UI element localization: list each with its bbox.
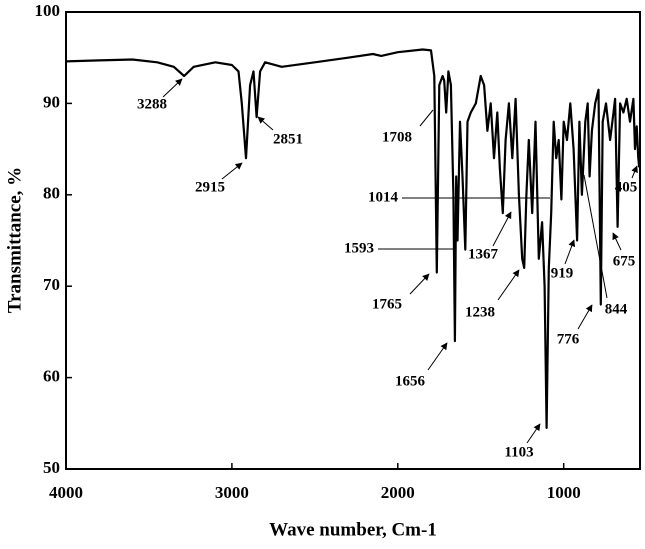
y-tick-label: 90 bbox=[43, 92, 60, 111]
annotation: 675 bbox=[613, 253, 636, 269]
annotation-line bbox=[497, 269, 520, 301]
y-tick-label: 50 bbox=[43, 458, 60, 477]
y-axis-label: Transmittance, % bbox=[4, 167, 25, 313]
plot-frame bbox=[65, 11, 641, 470]
annotation-line bbox=[427, 342, 448, 371]
annotation: 3288 bbox=[137, 96, 167, 112]
y-tick-label: 70 bbox=[43, 275, 60, 294]
annotation: 1708 bbox=[382, 129, 412, 145]
x-axis-label: Wave number, Cm-1 bbox=[269, 519, 437, 540]
annotation: 1014 bbox=[368, 189, 399, 205]
annotation-line bbox=[492, 211, 512, 247]
y-tick-label: 100 bbox=[35, 1, 61, 20]
annotation: 1367 bbox=[468, 246, 499, 262]
spectrum-line bbox=[65, 48, 641, 429]
annotation-line bbox=[221, 162, 243, 180]
x-tick-label: 4000 bbox=[49, 483, 83, 502]
x-tick-label: 2000 bbox=[381, 483, 415, 502]
annotation: 1103 bbox=[504, 444, 533, 460]
annotation: 2851 bbox=[273, 131, 303, 147]
annotation-line bbox=[419, 109, 434, 127]
y-tick-label: 60 bbox=[43, 367, 60, 386]
x-tick-label: 3000 bbox=[215, 483, 249, 502]
y-tick-label: 80 bbox=[43, 184, 60, 203]
annotation: 2915 bbox=[195, 179, 225, 195]
annotation-line bbox=[583, 174, 608, 299]
annotation-line bbox=[162, 78, 183, 98]
annotation: 405 bbox=[615, 179, 638, 195]
annotation: 844 bbox=[605, 301, 628, 317]
annotation-line bbox=[612, 232, 622, 251]
annotation-line bbox=[564, 239, 576, 265]
annotation: 1593 bbox=[344, 240, 374, 256]
annotation: 1656 bbox=[395, 373, 426, 389]
annotation-line bbox=[257, 116, 274, 131]
annotation-line bbox=[409, 273, 430, 295]
annotation-line bbox=[526, 423, 541, 444]
annotation: 919 bbox=[551, 265, 574, 281]
annotation-line bbox=[577, 304, 593, 330]
annotation-line bbox=[631, 165, 638, 179]
annotation: 776 bbox=[557, 331, 580, 347]
x-tick-label: 1000 bbox=[547, 483, 581, 502]
annotation: 1238 bbox=[465, 304, 495, 320]
annotation: 1765 bbox=[372, 296, 402, 312]
